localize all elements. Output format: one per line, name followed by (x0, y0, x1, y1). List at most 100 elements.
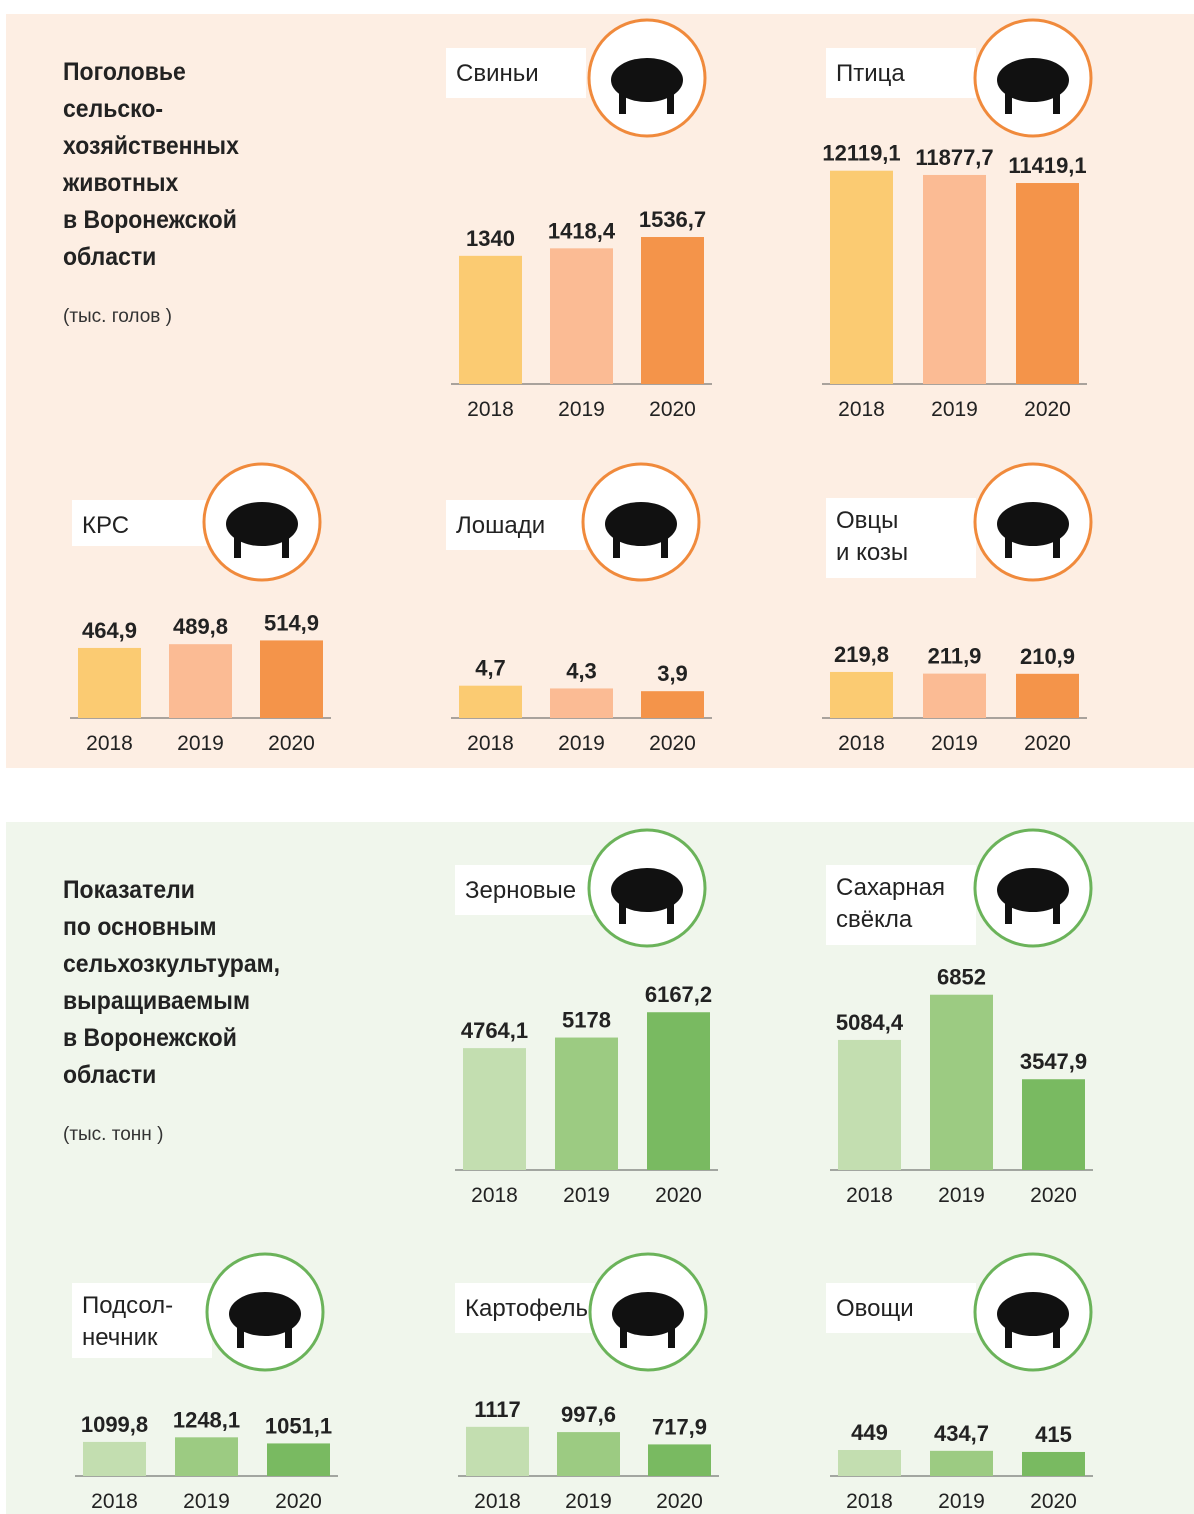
chart-title: Свиньи (456, 60, 539, 87)
bar (641, 237, 704, 384)
x-tick-label: 2018 (838, 398, 885, 421)
x-tick-label: 2019 (931, 398, 978, 421)
icon (1053, 900, 1060, 924)
value-label: 464,9 (82, 618, 137, 643)
x-tick-label: 2018 (838, 732, 885, 755)
x-tick-label: 2020 (1030, 1490, 1077, 1513)
x-tick-label: 2019 (931, 732, 978, 755)
x-tick-label: 2019 (563, 1184, 610, 1207)
value-label: 717,9 (652, 1414, 707, 1439)
section-unit: (тыс. тонн ) (63, 1124, 163, 1146)
icon (668, 1324, 675, 1348)
x-tick-label: 2018 (471, 1184, 518, 1207)
x-tick-label: 2020 (1024, 398, 1071, 421)
x-tick-label: 2018 (467, 398, 514, 421)
bar (923, 175, 986, 384)
bar (459, 256, 522, 384)
value-label: 3,9 (657, 661, 688, 686)
x-tick-label: 2020 (1024, 732, 1071, 755)
chart-title: Зерновые (465, 877, 576, 904)
chart-title: Овощи (836, 1295, 914, 1322)
value-label: 11419,1 (1008, 153, 1086, 178)
x-tick-label: 2018 (91, 1490, 138, 1513)
x-tick-label: 2020 (275, 1490, 322, 1513)
section-title: Показатели по основным сельхозкультурам,… (63, 872, 280, 1094)
value-label: 219,8 (834, 642, 889, 667)
icon (1005, 1324, 1012, 1348)
bar (466, 1427, 529, 1476)
icon (1053, 1324, 1060, 1348)
value-label: 434,7 (934, 1421, 989, 1446)
bar (169, 644, 232, 718)
x-tick-label: 2018 (846, 1184, 893, 1207)
icon (285, 1324, 292, 1348)
bar (459, 686, 522, 718)
x-tick-label: 2018 (467, 732, 514, 755)
x-tick-label: 2020 (268, 732, 315, 755)
x-tick-label: 2019 (938, 1184, 985, 1207)
value-label: 1099,8 (81, 1412, 148, 1437)
x-tick-label: 2019 (565, 1490, 612, 1513)
value-label: 415 (1035, 1422, 1072, 1447)
bar (1016, 183, 1079, 384)
chart-title: КРС (82, 512, 129, 539)
icon (1005, 534, 1012, 558)
icon (234, 534, 241, 558)
value-label: 11877,7 (915, 145, 993, 170)
bar (463, 1048, 526, 1170)
icon (282, 534, 289, 558)
value-label: 1051,1 (265, 1413, 332, 1438)
value-label: 489,8 (173, 614, 228, 639)
x-tick-label: 2019 (938, 1490, 985, 1513)
icon (661, 534, 668, 558)
value-label: 211,9 (928, 644, 982, 669)
chart-title: Птица (836, 60, 905, 87)
bar (1022, 1079, 1085, 1170)
icon (619, 90, 626, 114)
value-label: 449 (851, 1420, 888, 1445)
bar (260, 640, 323, 718)
icon (620, 1324, 627, 1348)
x-tick-label: 2020 (656, 1490, 703, 1513)
bar (550, 688, 613, 718)
x-tick-label: 2020 (649, 732, 696, 755)
bar (83, 1442, 146, 1476)
x-tick-label: 2018 (846, 1490, 893, 1513)
value-label: 4,7 (475, 656, 506, 681)
value-label: 1117 (474, 1397, 521, 1422)
value-label: 1248,1 (173, 1407, 240, 1432)
icon (613, 534, 620, 558)
bar (557, 1432, 620, 1476)
icon (619, 900, 626, 924)
value-label: 6167,2 (645, 982, 712, 1007)
x-tick-label: 2020 (1030, 1184, 1077, 1207)
value-label: 12119,1 (822, 141, 900, 166)
chart-title: Лошади (456, 512, 545, 539)
value-label: 6852 (937, 965, 986, 990)
value-label: 1340 (466, 226, 515, 251)
icon (667, 900, 674, 924)
value-label: 4,3 (566, 658, 597, 683)
icon (1005, 900, 1012, 924)
bar (641, 691, 704, 718)
value-label: 1536,7 (639, 207, 706, 232)
icon (1053, 90, 1060, 114)
section-title: Поголовье сельско- хозяйственных животны… (63, 54, 239, 276)
bar (550, 248, 613, 384)
x-tick-label: 2020 (649, 398, 696, 421)
x-tick-label: 2019 (558, 732, 605, 755)
x-tick-label: 2019 (177, 732, 224, 755)
page: Свиньи134020181418,420191536,72020Птица1… (0, 0, 1194, 1514)
value-label: 5178 (562, 1008, 611, 1033)
icon (667, 90, 674, 114)
bar (930, 995, 993, 1170)
bar (267, 1443, 330, 1476)
bar (648, 1444, 711, 1476)
chart-title: Картофель (465, 1295, 588, 1322)
bar (838, 1450, 901, 1476)
icon (1005, 90, 1012, 114)
x-tick-label: 2020 (655, 1184, 702, 1207)
x-tick-label: 2019 (558, 398, 605, 421)
bar (175, 1437, 238, 1476)
value-label: 5084,4 (836, 1010, 904, 1035)
